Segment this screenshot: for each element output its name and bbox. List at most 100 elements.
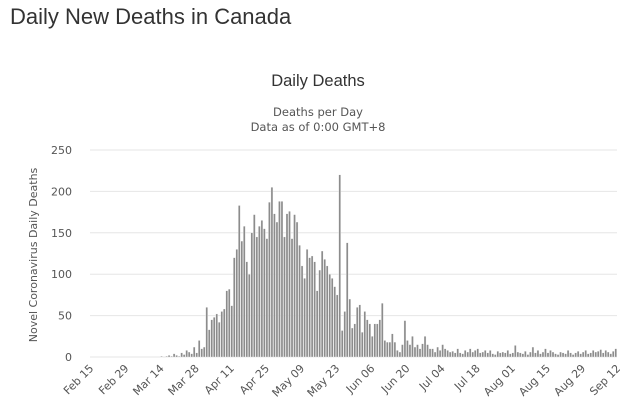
bar[interactable] xyxy=(476,348,479,358)
bar[interactable] xyxy=(310,255,314,358)
bar[interactable] xyxy=(167,355,171,358)
bar[interactable] xyxy=(325,265,329,358)
bar[interactable] xyxy=(376,323,379,358)
bar[interactable] xyxy=(223,308,226,358)
bar[interactable] xyxy=(471,351,474,358)
bar[interactable] xyxy=(230,305,233,358)
bar[interactable] xyxy=(411,336,414,358)
bar[interactable] xyxy=(338,174,341,358)
bar[interactable] xyxy=(393,341,397,358)
bar[interactable] xyxy=(519,352,522,358)
bar[interactable] xyxy=(594,351,597,358)
bar[interactable] xyxy=(549,350,552,358)
bar[interactable] xyxy=(285,213,289,358)
bar[interactable] xyxy=(381,303,384,358)
bar[interactable] xyxy=(172,353,176,358)
bar[interactable] xyxy=(456,348,459,358)
bar[interactable] xyxy=(323,259,326,358)
bar[interactable] xyxy=(506,350,509,358)
bar[interactable] xyxy=(253,214,256,358)
bar[interactable] xyxy=(180,352,183,358)
bar[interactable] xyxy=(208,329,211,358)
bar[interactable] xyxy=(589,352,592,358)
bar[interactable] xyxy=(300,265,304,358)
bar[interactable] xyxy=(351,327,354,358)
bar[interactable] xyxy=(320,250,324,358)
bar[interactable] xyxy=(566,350,570,358)
bar[interactable] xyxy=(581,351,585,358)
bar[interactable] xyxy=(235,249,238,358)
bar[interactable] xyxy=(579,353,582,358)
bar[interactable] xyxy=(243,226,246,358)
bar[interactable] xyxy=(416,344,419,358)
bar[interactable] xyxy=(358,304,361,358)
bar[interactable] xyxy=(602,352,605,358)
bar[interactable] xyxy=(398,351,402,358)
bar[interactable] xyxy=(378,319,382,358)
bar[interactable] xyxy=(614,348,617,358)
bar[interactable] xyxy=(245,261,248,358)
bar[interactable] xyxy=(383,340,387,358)
bar[interactable] xyxy=(597,351,600,358)
bar[interactable] xyxy=(546,352,550,358)
bar[interactable] xyxy=(413,346,417,358)
bar[interactable] xyxy=(554,353,557,358)
bar[interactable] xyxy=(474,350,477,358)
bar[interactable] xyxy=(559,351,562,358)
bar[interactable] xyxy=(160,356,163,358)
bar[interactable] xyxy=(373,323,376,358)
bar[interactable] xyxy=(258,226,261,358)
bar[interactable] xyxy=(464,350,467,358)
bar[interactable] xyxy=(428,348,432,358)
bar[interactable] xyxy=(586,353,590,358)
bar[interactable] xyxy=(561,352,565,358)
bar[interactable] xyxy=(396,350,399,358)
bar[interactable] xyxy=(290,238,294,358)
bar[interactable] xyxy=(469,348,472,358)
bar[interactable] xyxy=(255,236,259,358)
bar[interactable] xyxy=(569,352,572,358)
bar[interactable] xyxy=(215,313,218,358)
bar[interactable] xyxy=(607,351,610,358)
bar[interactable] xyxy=(265,238,269,358)
bar[interactable] xyxy=(423,336,427,358)
bar[interactable] xyxy=(218,322,221,358)
bar[interactable] xyxy=(536,350,540,358)
bar[interactable] xyxy=(305,249,309,358)
bar[interactable] xyxy=(571,354,575,358)
bar[interactable] xyxy=(303,278,306,358)
bar[interactable] xyxy=(524,351,527,358)
bar[interactable] xyxy=(436,346,439,358)
bar[interactable] xyxy=(556,354,560,358)
bar[interactable] xyxy=(361,332,364,358)
bar[interactable] xyxy=(388,341,392,358)
bar[interactable] xyxy=(331,278,334,358)
bar[interactable] xyxy=(275,221,279,358)
bar[interactable] xyxy=(501,351,504,358)
bar[interactable] xyxy=(175,355,178,358)
bar[interactable] xyxy=(494,354,497,358)
bar[interactable] xyxy=(260,220,264,358)
bar[interactable] xyxy=(534,352,537,358)
bar[interactable] xyxy=(192,346,196,358)
bar[interactable] xyxy=(248,274,251,358)
bar[interactable] xyxy=(238,205,241,358)
bar[interactable] xyxy=(426,344,429,358)
bar[interactable] xyxy=(509,353,512,358)
bar[interactable] xyxy=(491,353,494,358)
bar[interactable] xyxy=(225,290,228,358)
bar[interactable] xyxy=(541,351,545,358)
bar[interactable] xyxy=(451,351,454,358)
bar[interactable] xyxy=(170,356,173,358)
bar[interactable] xyxy=(489,350,492,358)
bar[interactable] xyxy=(210,319,213,358)
bar[interactable] xyxy=(213,317,216,358)
bar[interactable] xyxy=(496,351,499,358)
bar[interactable] xyxy=(461,353,464,358)
bar[interactable] xyxy=(486,352,489,358)
bar[interactable] xyxy=(240,240,243,358)
bar[interactable] xyxy=(391,333,394,358)
bar[interactable] xyxy=(346,242,349,358)
bar[interactable] xyxy=(318,269,321,358)
bar[interactable] xyxy=(366,319,369,358)
